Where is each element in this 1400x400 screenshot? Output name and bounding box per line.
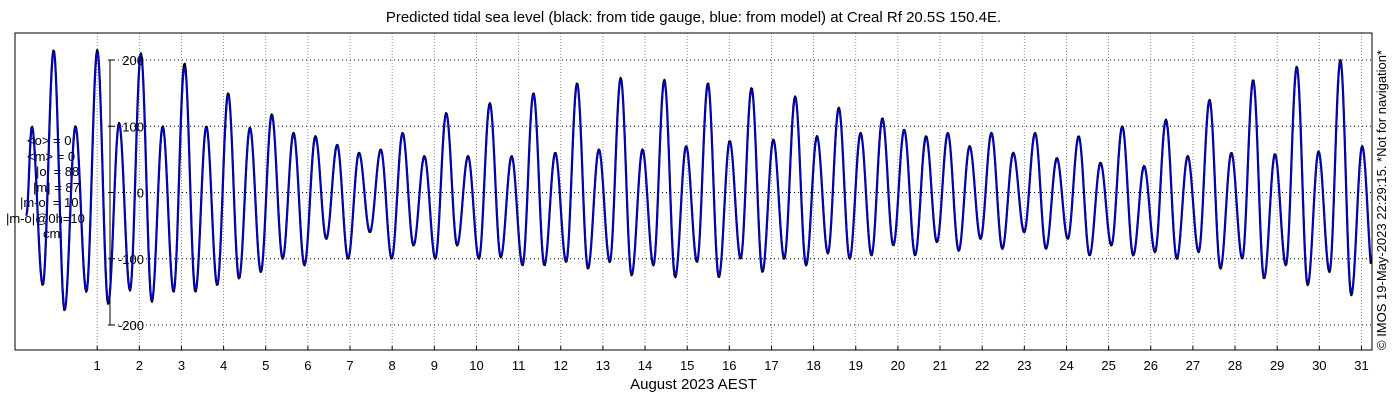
y-tick-label: 100: [122, 119, 144, 134]
x-tick-label: 19: [849, 358, 863, 373]
x-tick-label: 6: [304, 358, 311, 373]
copyright-note: © IMOS 19-May-2023 22:29:15. *Not for na…: [1374, 49, 1389, 350]
x-tick-label: 4: [220, 358, 227, 373]
x-tick-label: 13: [596, 358, 610, 373]
chart-title: Predicted tidal sea level (black: from t…: [385, 9, 1002, 26]
y-tick-label: 200: [122, 53, 144, 68]
x-axis-label: August 2023 AEST: [630, 376, 757, 393]
stat-mean-model: <m> = 0: [27, 148, 76, 164]
x-tick-label: 26: [1144, 358, 1158, 373]
series-layer: [25, 49, 1372, 312]
x-tick-label: 21: [933, 358, 947, 373]
x-tick-label: 14: [638, 358, 652, 373]
x-tick-label: 9: [431, 358, 438, 373]
stat-abs-model: |m| = 87: [33, 179, 80, 195]
x-tick-label: 15: [680, 358, 694, 373]
series-tide-gauge: [25, 49, 1372, 312]
x-tick-label: 8: [389, 358, 396, 373]
x-tick-label: 31: [1354, 358, 1368, 373]
x-tick-label: 11: [512, 358, 526, 373]
x-tick-label: 10: [469, 358, 483, 373]
grid-lines: [96, 33, 1372, 350]
plot-frame: [14, 32, 1373, 351]
x-tick-label: 27: [1186, 358, 1200, 373]
stat-abs-observed: |o| = 88: [36, 164, 80, 179]
x-tick-label: 17: [764, 358, 778, 373]
y-tick-label: -100: [118, 252, 144, 267]
x-tick-label: 30: [1312, 358, 1326, 373]
stat-abs-difference: |m-o| = 10: [20, 195, 79, 210]
x-tick-label: 18: [806, 358, 820, 373]
series-model: [25, 51, 1372, 309]
x-tick-label: 29: [1270, 358, 1284, 373]
x-tick-label: 20: [891, 358, 905, 373]
x-tick-label: 3: [178, 358, 185, 373]
y-tick-label: -200: [118, 318, 144, 333]
x-tick-label: 28: [1228, 358, 1242, 373]
x-tick-label: 2: [136, 358, 143, 373]
x-tick-label: 24: [1059, 358, 1073, 373]
x-tick-label: 22: [975, 358, 989, 373]
x-tick-label: 1: [94, 358, 101, 373]
x-tick-label: 7: [346, 358, 353, 373]
x-tick-label: 12: [554, 358, 568, 373]
y-tick-label: 0: [137, 186, 144, 201]
x-tick-label: 5: [262, 358, 269, 373]
x-tick-label: 16: [722, 358, 736, 373]
x-tick-label: 25: [1101, 358, 1115, 373]
x-tick-label: 23: [1017, 358, 1031, 373]
